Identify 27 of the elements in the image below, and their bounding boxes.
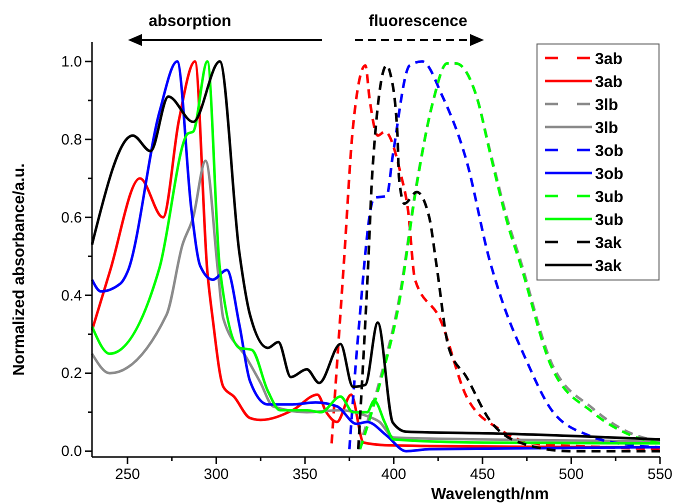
x-tick-label: 550 xyxy=(647,466,673,483)
legend-label: 3lb xyxy=(595,97,618,114)
legend-label: 3ob xyxy=(595,143,624,160)
y-tick-label: 0.2 xyxy=(61,365,82,382)
text: absorption xyxy=(148,13,232,30)
x-tick-label: 250 xyxy=(114,466,140,483)
y-axis-title: Normalized absorbance/a.u. xyxy=(11,163,28,376)
y-tick-label: 1.0 xyxy=(61,53,82,70)
x-axis-title: Wavelength/nm xyxy=(431,486,549,503)
legend-label: 3ob xyxy=(595,166,624,183)
y-tick-label: 0.4 xyxy=(61,287,82,304)
x-tick-label: 350 xyxy=(292,466,318,483)
y-tick-label: 0.8 xyxy=(61,131,82,148)
text: fluorescence xyxy=(368,13,468,30)
legend-label: 3ak xyxy=(595,258,622,275)
legend-label: 3ub xyxy=(595,212,624,229)
x-tick-label: 450 xyxy=(470,466,496,483)
y-tick-label: 0.0 xyxy=(61,443,82,460)
legend-label: 3lb xyxy=(595,120,618,137)
legend-label: 3ak xyxy=(595,235,622,252)
legend-label: 3ub xyxy=(595,189,624,206)
legend-label: 3ab xyxy=(595,51,623,68)
x-tick-label: 500 xyxy=(558,466,584,483)
legend-label: 3ab xyxy=(595,74,623,91)
x-tick-label: 400 xyxy=(381,466,406,483)
y-tick-label: 0.6 xyxy=(61,209,82,226)
x-tick-label: 300 xyxy=(204,466,229,483)
